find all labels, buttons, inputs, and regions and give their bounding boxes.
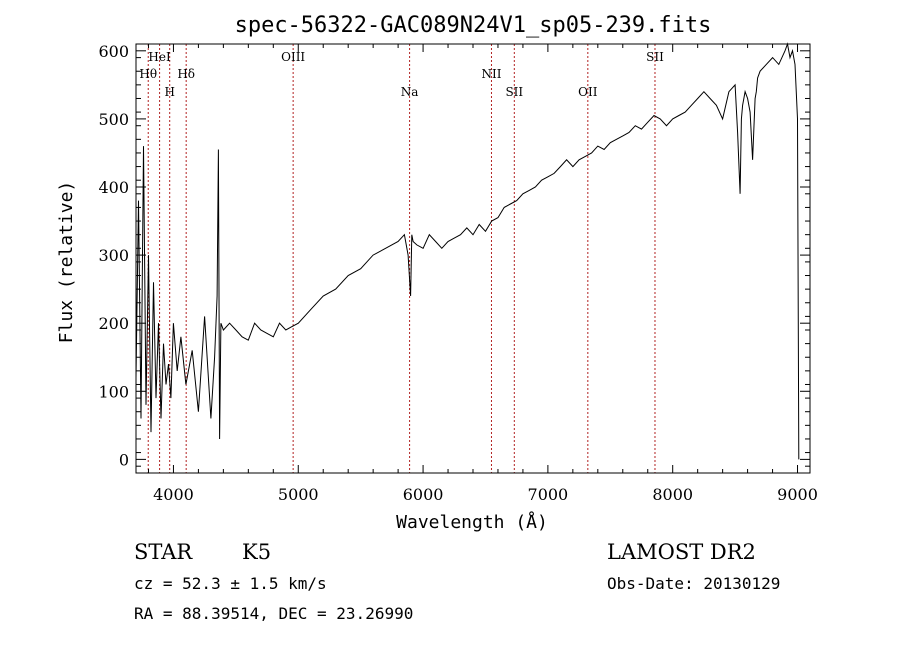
spectral-line-label: OIII (281, 50, 305, 64)
spectral-line-label: Hδ (177, 67, 195, 81)
coordinates: RA = 88.39514, DEC = 23.26990 (134, 604, 413, 623)
footer: STAR K5 cz = 52.3 ± 1.5 km/s RA = 88.395… (134, 540, 780, 623)
redshift-value: cz = 52.3 ± 1.5 km/s (134, 574, 327, 593)
x-tick-label: 6000 (403, 485, 444, 504)
spectral-line-label: NII (481, 67, 501, 81)
survey-name: LAMOST DR2 (607, 540, 756, 564)
x-tick-label: 7000 (528, 485, 569, 504)
y-tick-label: 400 (98, 178, 129, 197)
y-tick-label: 100 (98, 382, 129, 401)
y-tick-label: 200 (98, 314, 129, 333)
y-tick-label: 300 (98, 246, 129, 265)
spectral-line-label: SII (646, 50, 664, 64)
x-tick-label: 8000 (652, 485, 693, 504)
y-tick-label: 0 (119, 450, 129, 469)
x-tick-label: 5000 (278, 485, 319, 504)
spectral-line-label: H (164, 85, 174, 99)
spectral-line-label: SII (505, 85, 523, 99)
x-axis-label: Wavelength (Å) (396, 511, 548, 533)
x-tick-label: 9000 (777, 485, 818, 504)
chart-title: spec-56322-GAC089N24V1_sp05-239.fits (235, 13, 712, 38)
x-axis-ticks: 4000 5000 6000 7000 8000 9000 (147, 44, 818, 504)
spectral-line-markers (147, 44, 656, 473)
plot-frame (135, 43, 811, 474)
y-tick-label: 500 (98, 110, 129, 129)
object-class: STAR (134, 540, 193, 564)
spectral-line-label: Hθ (139, 67, 157, 81)
spectral-line-label: Na (401, 85, 419, 99)
spectral-line-labels: Hθ HeI HHδ OIII Na NII SII OII SII (139, 50, 664, 99)
object-subclass: K5 (242, 540, 271, 564)
spectral-line-label: HeI (148, 50, 171, 64)
y-axis-ticks: 0 100 200 300 400 500 600 (98, 42, 810, 469)
y-tick-label: 600 (98, 42, 129, 61)
x-tick-label: 4000 (153, 485, 194, 504)
spectral-line-label: OII (578, 85, 598, 99)
spectrum-line (135, 42, 800, 460)
y-axis-label: Flux (relative) (56, 181, 77, 344)
observation-date: Obs-Date: 20130129 (607, 574, 780, 593)
